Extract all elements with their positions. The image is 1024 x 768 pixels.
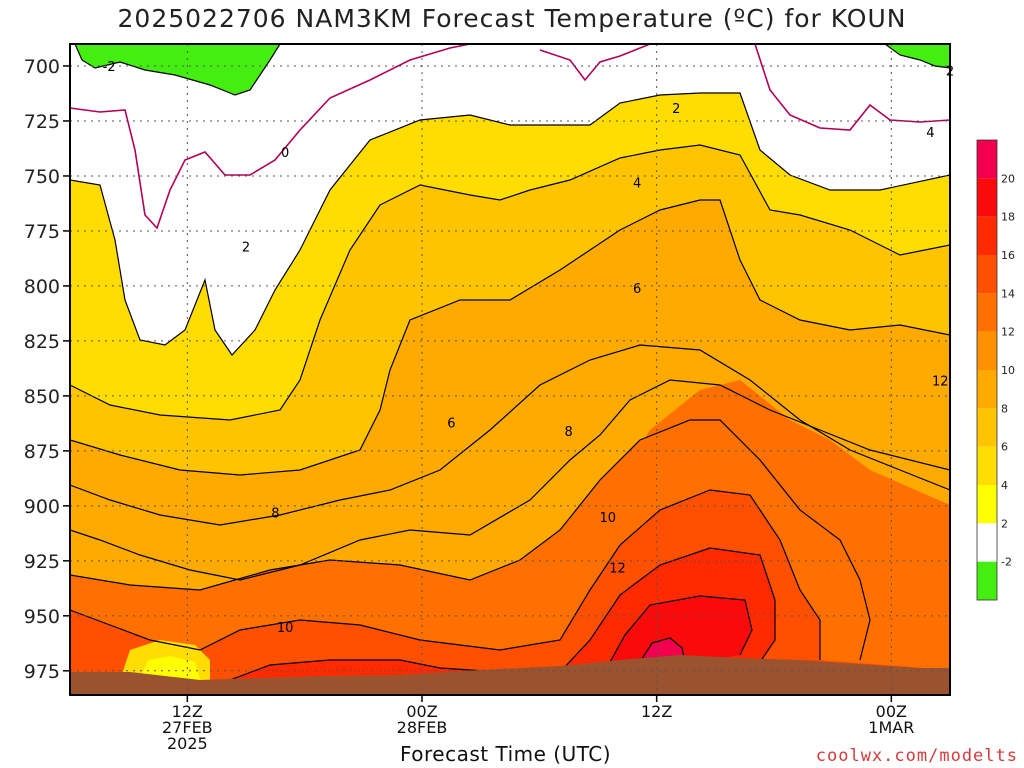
contour-label: 6 [447, 416, 455, 431]
contour-label: 12 [932, 374, 949, 389]
contour-10 [70, 379, 950, 581]
band-low-pocket-inner [140, 656, 200, 680]
x-tick-label: 28FEB [397, 718, 448, 737]
x-tick-label: 2025 [167, 734, 208, 753]
colorbar-swatch [977, 523, 997, 562]
colorbar-swatch [977, 408, 997, 447]
contour-label: 8 [565, 425, 573, 440]
band-minus2-2 [70, 44, 950, 355]
contour-14 [70, 489, 821, 660]
colorbar-swatch [977, 446, 997, 485]
y-tick-label: 800 [24, 276, 60, 298]
contour-label: 0 [281, 146, 289, 161]
y-tick-label: 875 [24, 441, 60, 463]
colorbar-label: 6 [1001, 441, 1008, 454]
x-tick-label: 1MAR [868, 718, 914, 737]
y-tick-label: 975 [24, 661, 60, 683]
contour-label: 4 [926, 126, 934, 141]
contour-18 [609, 595, 753, 663]
band-below-minus2-left [75, 44, 280, 95]
colorbar-swatch [977, 178, 997, 217]
colorbar-swatch [977, 293, 997, 332]
contour-16 [229, 547, 776, 681]
contour-label: 10 [600, 511, 617, 526]
y-tick-label: 950 [24, 606, 60, 628]
colorbar-label: 20 [1001, 172, 1015, 185]
y-tick-label: 725 [24, 111, 60, 133]
contour-label: -2 [103, 60, 116, 75]
watermark: coolwx.com/modelts [815, 746, 1018, 766]
x-tick-label: 00Z [876, 702, 907, 721]
contour-label: 2 [242, 240, 250, 255]
colorbar: 20 18 16 14 12 10 8 6 4 2 -2 [976, 139, 1015, 601]
colorbar-label: 18 [1001, 211, 1015, 224]
colorbar-swatch [977, 331, 997, 370]
terrain [70, 655, 950, 695]
contour-6 [70, 199, 950, 476]
y-tick-label: 825 [24, 331, 60, 353]
band-below-minus2-right [885, 44, 950, 68]
colorbar-swatch [977, 140, 997, 179]
contour-4 [70, 144, 950, 421]
colorbar-swatch [977, 485, 997, 524]
y-tick-label: 925 [24, 551, 60, 573]
y-tick-label: 900 [24, 496, 60, 518]
contour-label: 2 [946, 64, 954, 79]
y-tick-label: 850 [24, 386, 60, 408]
colorbar-label: 8 [1001, 402, 1008, 415]
contour-2 [70, 92, 950, 356]
plot-frame [69, 43, 951, 696]
contour-label: 2 [672, 102, 680, 117]
contour-minus2-left [74, 44, 281, 96]
contour-label: 10 [277, 621, 294, 636]
x-tick-label: 12Z [641, 702, 672, 721]
colorbar-label: 2 [1001, 517, 1008, 530]
x-axis-label: Forecast Time (UTC) [400, 742, 612, 766]
y-tick-label: 775 [24, 221, 60, 243]
temperature-fill-layer [70, 44, 950, 695]
colorbar-label: 12 [1001, 326, 1015, 339]
colorbar-swatch [977, 561, 997, 600]
y-tick-label: 750 [24, 166, 60, 188]
colorbar-frame [976, 139, 998, 601]
contour-label: 8 [271, 506, 279, 521]
chart-title: 2025022706 NAM3KM Forecast Temperature (… [117, 4, 907, 33]
contour-label: 6 [633, 282, 641, 297]
colorbar-label: 14 [1001, 287, 1015, 300]
colorbar-label: 16 [1001, 249, 1015, 262]
contour-12 [70, 419, 871, 661]
y-tick-label: 700 [24, 56, 60, 78]
contour-label: 4 [633, 177, 641, 192]
x-tick-label: 27FEB [162, 718, 213, 737]
colorbar-swatch [977, 370, 997, 409]
colorbar-label: 4 [1001, 479, 1008, 492]
y-axis: 700 725 750 775 800 825 850 875 900 925 950 975 [24, 56, 70, 683]
colorbar-label: -2 [1001, 556, 1012, 569]
contour-minus2-right [884, 44, 950, 69]
colorbar-swatch [977, 216, 997, 255]
x-tick-label: 12Z [172, 702, 203, 721]
band-18-20 [610, 596, 752, 662]
contour-label: 12 [609, 561, 626, 576]
contour-lines [70, 44, 950, 681]
contour-20 [639, 637, 686, 663]
colorbar-swatch [977, 255, 997, 294]
x-tick-label: 00Z [406, 702, 437, 721]
colorbar-label: 10 [1001, 364, 1015, 377]
